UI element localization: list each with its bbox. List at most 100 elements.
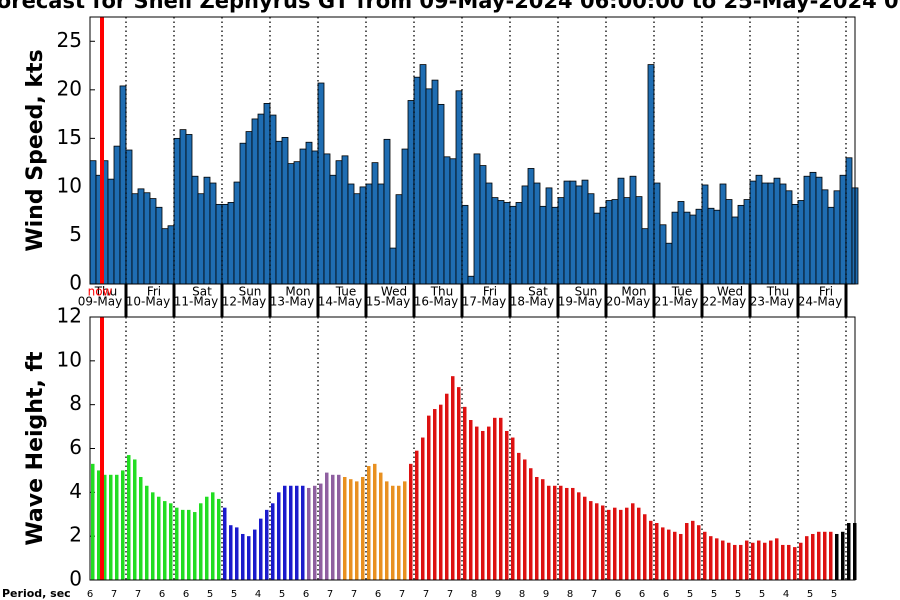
period-label: 8 [519, 589, 525, 600]
bar [125, 149, 133, 285]
bar [845, 157, 853, 285]
bar [539, 205, 547, 285]
period-label: 5 [759, 589, 765, 600]
y-tick-label: 8 [69, 391, 82, 415]
bar [221, 203, 229, 285]
bar [503, 202, 511, 285]
bar [487, 426, 491, 580]
bar [469, 420, 473, 580]
bar [341, 155, 349, 285]
bar [589, 501, 593, 580]
bar [229, 525, 233, 580]
bar [653, 182, 661, 285]
bar [305, 141, 313, 285]
y-tick-label: 4 [69, 479, 82, 503]
bar [649, 520, 653, 580]
period-label: 6 [375, 589, 381, 600]
bar [227, 202, 235, 285]
bar [493, 417, 497, 580]
y-tick-label: 5 [69, 222, 82, 246]
bar [823, 531, 827, 580]
bar [269, 114, 277, 285]
day-date: 15-May [366, 295, 410, 309]
bar [809, 171, 817, 285]
bar [205, 496, 209, 580]
day-name: Fri [483, 285, 497, 299]
bar [457, 387, 461, 580]
bar [415, 450, 419, 580]
period-label: 6 [615, 589, 621, 600]
day-date: 19-May [558, 295, 602, 309]
bar [157, 496, 161, 580]
bar [709, 536, 713, 580]
bar [359, 186, 367, 285]
bar [839, 174, 847, 285]
bar [623, 197, 631, 285]
y-tick-label: 6 [69, 435, 82, 459]
day-name: Tue [335, 285, 357, 299]
bar [781, 544, 785, 580]
day-name: Tue [671, 285, 693, 299]
bar [847, 523, 851, 580]
bar [91, 463, 95, 580]
bar [659, 224, 667, 285]
bar [785, 190, 793, 285]
bar [665, 242, 673, 285]
period-label: 8 [471, 589, 477, 600]
period-label: 5 [711, 589, 717, 600]
bar [635, 196, 643, 285]
day-name: Thu [94, 285, 118, 299]
bar [449, 158, 457, 285]
bar [245, 131, 253, 285]
bar [667, 529, 671, 580]
bar [683, 211, 691, 285]
bar [365, 183, 373, 285]
bar [799, 542, 803, 580]
bar [515, 202, 523, 285]
bar [349, 479, 353, 580]
bar [583, 496, 587, 580]
bar [377, 183, 385, 285]
bar [319, 483, 323, 580]
bar [371, 162, 379, 285]
bar [677, 201, 685, 285]
day-name: Wed [381, 285, 407, 299]
bar [395, 194, 403, 285]
bar [383, 138, 391, 285]
bar [775, 538, 779, 580]
bar [401, 148, 409, 285]
bar [409, 463, 413, 580]
bar [731, 216, 739, 285]
bar [289, 485, 293, 580]
period-label: 7 [135, 589, 141, 600]
bar [793, 547, 797, 580]
day-name: Thu [430, 285, 454, 299]
bar [251, 118, 259, 285]
bar [167, 225, 175, 285]
period-title: Period, sec [2, 587, 71, 600]
bar [151, 492, 155, 580]
bar [757, 540, 761, 580]
chart-title: Wave Forecast for Shell Zephyrus GT from… [0, 0, 900, 13]
bar [509, 205, 517, 285]
bar [199, 503, 203, 580]
period-label: 7 [447, 589, 453, 600]
bar [719, 183, 727, 285]
bar [203, 176, 211, 285]
bar [559, 485, 563, 580]
y-tick-label: 15 [57, 125, 82, 149]
bar [215, 203, 223, 285]
bar [545, 187, 553, 285]
bar [197, 193, 205, 285]
day-name: Wed [717, 285, 743, 299]
bar [767, 182, 775, 285]
bar [575, 185, 583, 285]
bar [113, 145, 121, 285]
bar [803, 175, 811, 285]
bar [89, 160, 97, 285]
period-label: 5 [807, 589, 813, 600]
bar [625, 507, 629, 580]
bar [797, 200, 805, 285]
bar [749, 180, 757, 285]
